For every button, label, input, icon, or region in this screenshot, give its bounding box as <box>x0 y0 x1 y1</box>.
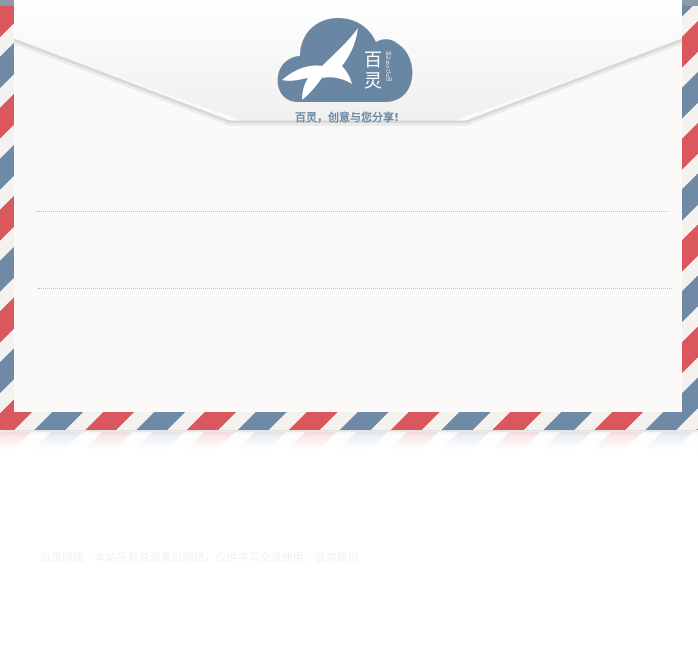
envelope-reflection <box>0 432 698 450</box>
input-line-2[interactable] <box>38 288 672 289</box>
logo-vertical-text: BAILING CLOUD <box>386 51 393 83</box>
brand-logo[interactable] <box>276 14 416 106</box>
logo-char-bottom: 灵 <box>364 71 382 92</box>
brand-slogan: 百灵，创意与您分享! <box>294 111 400 124</box>
footer-note: 百灵网络 · 本站所有资源来自网络，仅供学习交流使用，请勿商用 <box>40 551 359 564</box>
input-line-1[interactable] <box>36 211 668 212</box>
logo-wordmark: 百 灵 <box>358 50 388 92</box>
logo-char-top: 百 <box>364 50 382 71</box>
cloud-bird-icon <box>277 18 413 102</box>
